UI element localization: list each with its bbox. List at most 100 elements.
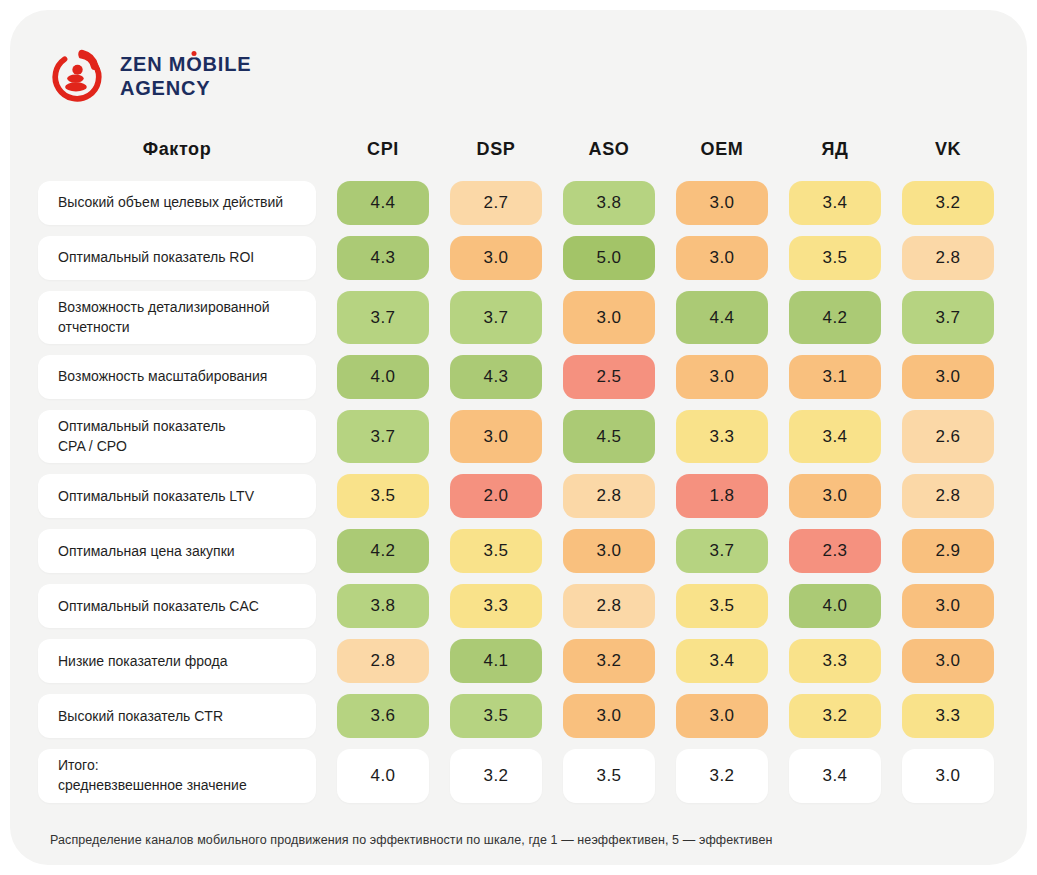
score-cell: 4.4	[676, 291, 768, 344]
score-cell: 3.2	[902, 181, 994, 225]
factor-label: Оптимальный показатель CAC	[38, 584, 316, 628]
score-cell: 2.8	[902, 474, 994, 518]
score-cell: 5.0	[563, 236, 655, 280]
score-cell: 3.0	[563, 694, 655, 738]
factor-row: Оптимальный показатель LTV 3.5 2.0 2.8 1.8 3.…	[38, 474, 999, 518]
score-cell: 3.0	[563, 529, 655, 573]
factor-row: Низкие показатели фрода 2.8 4.1 3.2 3.4 3.3 3.…	[38, 639, 999, 683]
column-header-vk: VK	[902, 139, 994, 160]
brand-line1: ZEN MOBILE	[120, 53, 251, 75]
score-cell: 3.7	[337, 410, 429, 463]
factor-row: Оптимальная цена закупки4.23.53.03.72.32…	[38, 529, 999, 573]
factor-row: Высокий объем целевых действий 4.4 2.7 3.8 3…	[38, 181, 999, 225]
factor-row: Оптимальный показатель ROI 4.3 3.0 5.0 3.0 3.…	[38, 236, 999, 280]
factor-label: Оптимальный показатель CPA / CPO	[38, 410, 316, 463]
factor-row: Итого: средневзвешенное значение 4.0 3.2 3.…	[38, 749, 999, 802]
score-cell: 3.0	[450, 410, 542, 463]
column-header-яд: ЯД	[789, 139, 881, 160]
score-cell: 3.7	[450, 291, 542, 344]
score-cell: 3.0	[676, 236, 768, 280]
column-header-oem: OEM	[676, 139, 768, 160]
score-cell: 4.4	[337, 181, 429, 225]
infographic-card: ZEN MOBILE AGENCY Фактор CPIDSPASOOEMЯДV…	[10, 10, 1027, 865]
brand-logo: ZEN MOBILE AGENCY	[48, 46, 999, 106]
score-cell: 3.7	[676, 529, 768, 573]
score-cell: 2.5	[563, 355, 655, 399]
score-cell: 3.3	[789, 639, 881, 683]
factor-label: Высокий показатель CTR	[38, 694, 316, 738]
score-cell: 3.0	[902, 355, 994, 399]
brand-line2: AGENCY	[120, 77, 210, 99]
score-cell: 3.2	[450, 749, 542, 802]
scale-footnote: Распределение каналов мобильного продвиж…	[50, 833, 999, 847]
column-header-cpi: CPI	[337, 139, 429, 160]
factor-label: Оптимальная цена закупки	[38, 529, 316, 573]
score-cell: 3.0	[563, 291, 655, 344]
factor-row: Возможность масштабирования 4.0 4.3 2.5 3.0 3…	[38, 355, 999, 399]
score-cell: 3.4	[789, 410, 881, 463]
score-cell: 3.5	[337, 474, 429, 518]
score-cell: 3.8	[563, 181, 655, 225]
score-cell: 2.8	[902, 236, 994, 280]
score-cell: 4.0	[337, 749, 429, 802]
score-cell: 3.0	[902, 639, 994, 683]
score-cell: 3.5	[450, 694, 542, 738]
factor-label: Высокий объем целевых действий	[38, 181, 316, 225]
score-cell: 3.6	[337, 694, 429, 738]
score-cell: 3.2	[676, 749, 768, 802]
score-cell: 4.1	[450, 639, 542, 683]
factor-label: Итого: средневзвешенное значение	[38, 749, 316, 802]
factor-row: Высокий показатель CTR3.63.53.03.03.23.3	[38, 694, 999, 738]
score-cell: 3.0	[902, 584, 994, 628]
brand-logo-o: O	[186, 53, 202, 75]
factor-row: Оптимальный показатель CPA / CPO 3.7 3.0 4.…	[38, 410, 999, 463]
score-cell: 3.4	[676, 639, 768, 683]
comparison-table: Фактор CPIDSPASOOEMЯДVK Высокий объем це…	[38, 136, 999, 803]
score-cell: 4.0	[789, 584, 881, 628]
factor-label: Оптимальный показатель ROI	[38, 236, 316, 280]
score-cell: 1.8	[676, 474, 768, 518]
score-cell: 3.5	[676, 584, 768, 628]
score-cell: 3.0	[676, 355, 768, 399]
score-cell: 2.3	[789, 529, 881, 573]
score-cell: 3.5	[563, 749, 655, 802]
factor-label: Оптимальный показатель LTV	[38, 474, 316, 518]
score-cell: 4.5	[563, 410, 655, 463]
score-cell: 3.5	[450, 529, 542, 573]
factor-label: Возможность масштабирования	[38, 355, 316, 399]
factor-label: Возможность детализированной отчетности	[38, 291, 316, 344]
score-cell: 3.3	[902, 694, 994, 738]
score-cell: 2.7	[450, 181, 542, 225]
score-cell: 2.9	[902, 529, 994, 573]
score-cell: 3.7	[902, 291, 994, 344]
score-cell: 4.2	[789, 291, 881, 344]
score-cell: 3.0	[450, 236, 542, 280]
score-cell: 2.8	[337, 639, 429, 683]
table-body: Высокий объем целевых действий 4.4 2.7 3.8 3…	[38, 181, 999, 803]
column-header-dsp: DSP	[450, 139, 542, 160]
score-cell: 3.1	[789, 355, 881, 399]
table-header-row: Фактор CPIDSPASOOEMЯДVK	[38, 136, 999, 162]
factor-row: Возможность детализированной отчетности 3…	[38, 291, 999, 344]
score-cell: 3.0	[789, 474, 881, 518]
score-cell: 3.3	[676, 410, 768, 463]
score-cell: 2.8	[563, 584, 655, 628]
score-cell: 4.3	[337, 236, 429, 280]
score-cell: 3.4	[789, 749, 881, 802]
score-cell: 2.0	[450, 474, 542, 518]
factor-column-header: Фактор	[38, 139, 316, 160]
score-cell: 3.0	[902, 749, 994, 802]
score-cell: 2.8	[563, 474, 655, 518]
score-cell: 3.2	[563, 639, 655, 683]
score-cell: 4.3	[450, 355, 542, 399]
score-cell: 4.0	[337, 355, 429, 399]
score-cell: 3.0	[676, 181, 768, 225]
factor-label: Низкие показатели фрода	[38, 639, 316, 683]
score-cell: 3.4	[789, 181, 881, 225]
score-cell: 3.3	[450, 584, 542, 628]
score-cell: 3.5	[789, 236, 881, 280]
score-cell: 3.7	[337, 291, 429, 344]
factor-row: Оптимальный показатель CAC3.83.32.83.54.…	[38, 584, 999, 628]
score-cell: 3.2	[789, 694, 881, 738]
brand-name: ZEN MOBILE AGENCY	[120, 52, 251, 100]
